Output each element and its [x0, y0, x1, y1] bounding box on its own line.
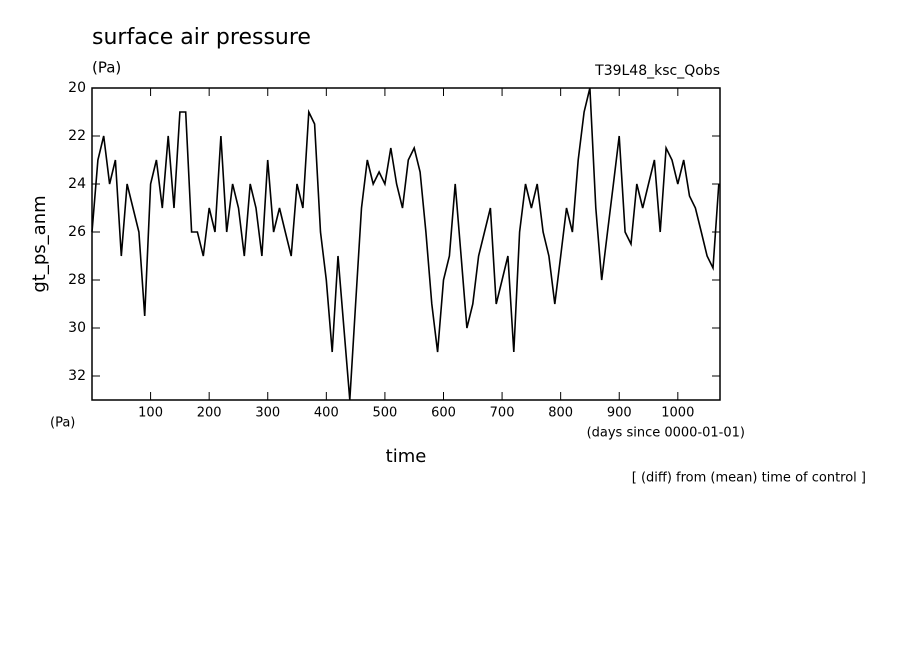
x-axis-title: time	[386, 446, 427, 467]
plot-frame	[91, 87, 721, 401]
note: [ (diff) from (mean) time of control ]	[632, 471, 866, 486]
y-axis-title: gt_ps_anm	[29, 195, 50, 292]
x-tick-label: 500	[372, 406, 397, 421]
x-tick-label: 1000	[661, 406, 694, 421]
y-tick-label: 30	[68, 320, 86, 336]
x-tick-label: 900	[607, 406, 632, 421]
x-tick-label: 600	[431, 406, 456, 421]
x-tick-label: 700	[490, 406, 515, 421]
x-units: (days since 0000-01-01)	[587, 426, 745, 441]
y-tick-label: 26	[68, 224, 86, 240]
x-tick-label: 400	[314, 406, 339, 421]
y-tick-label: 22	[68, 128, 86, 144]
y-tick-label: 24	[68, 176, 86, 192]
chart-title: surface air pressure	[92, 25, 311, 50]
run-name: T39L48_ksc_Qobs	[594, 63, 720, 79]
y-tick-label: 20	[68, 80, 86, 96]
units: (Pa)	[92, 59, 121, 77]
x-tick-label: 200	[197, 406, 222, 421]
y-units: (Pa)	[50, 416, 75, 431]
x-tick-label: 800	[548, 406, 573, 421]
x-tick-label: 100	[138, 406, 163, 421]
data-line	[91, 87, 720, 401]
x-tick-label: 300	[255, 406, 280, 421]
y-tick-label: 28	[68, 272, 86, 288]
y-tick-label: 32	[68, 368, 86, 384]
